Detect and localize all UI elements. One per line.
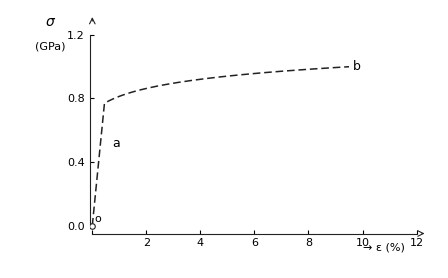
Text: → ε (%): → ε (%) [363, 242, 405, 252]
Text: o: o [94, 214, 101, 224]
Text: a: a [112, 136, 120, 150]
Text: (GPa): (GPa) [35, 41, 66, 51]
Text: σ: σ [46, 15, 55, 29]
Text: b: b [353, 60, 361, 73]
